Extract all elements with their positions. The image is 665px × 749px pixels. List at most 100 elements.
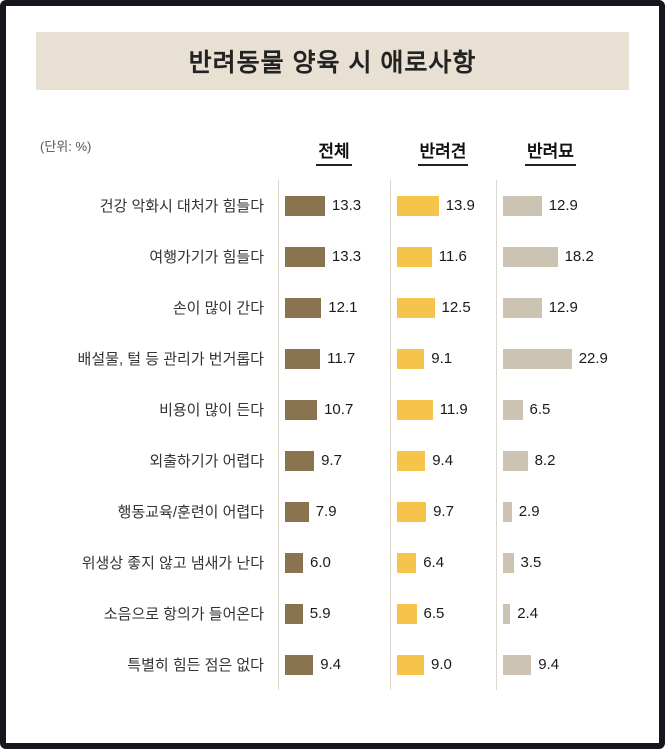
bar-value: 3.5 [520,554,542,571]
bar-반려견 [397,552,417,573]
bar-cell-전체: 13.3 [278,231,390,282]
bar-반려견 [397,195,439,216]
bar-cell-반려견: 11.9 [390,384,496,435]
column-header-dog-label: 반려견 [417,142,469,166]
bar-cell-반려묘: 2.4 [496,588,639,639]
bar-반려묘 [503,195,542,216]
bar-value: 12.9 [548,299,578,316]
chart-row: 손이 많이 간다 12.1 12.5 12.9 [26,282,639,333]
bar-value: 9.4 [432,452,454,469]
chart-row: 배설물, 털 등 관리가 번거롭다 11.7 9.1 22.9 [26,333,639,384]
bar-value: 12.1 [328,299,358,316]
category-label: 배설물, 털 등 관리가 번거롭다 [77,351,264,368]
chart-row: 여행가기가 힘들다 13.3 11.6 18.2 [26,231,639,282]
bar-반려견 [397,450,426,471]
bar-value: 6.4 [423,554,445,571]
category-label: 소음으로 항의가 들어온다 [103,606,264,623]
bar-cell-전체: 7.9 [278,486,390,537]
bar-value: 13.3 [331,197,362,214]
bar-반려묘 [503,501,512,522]
bar-cell-반려견: 11.6 [390,231,496,282]
category-label: 건강 악화시 대처가 힘들다 [99,198,264,215]
bar-cell-반려묘: 6.5 [496,384,639,435]
bar-cell-반려묘: 12.9 [496,282,639,333]
bar-전체 [285,246,325,267]
chart-row: 소음으로 항의가 들어온다 5.9 6.5 2.4 [26,588,639,639]
bar-cell-전체: 13.3 [278,180,390,231]
bar-value: 6.5 [423,605,445,622]
bar-value: 22.9 [578,350,608,367]
category-label: 손이 많이 간다 [172,300,264,317]
bar-value: 2.9 [518,503,540,520]
category-label: 비용이 많이 든다 [159,402,264,419]
bar-cell-전체: 6.0 [278,537,390,588]
chart-row: 특별히 힘든 점은 없다 9.4 9.0 9.4 [26,639,639,690]
category-label: 특별히 힘든 점은 없다 [127,657,264,674]
bar-전체 [285,501,309,522]
bar-반려견 [397,501,427,522]
bar-cell-전체: 5.9 [278,588,390,639]
bar-value: 5.9 [309,605,331,622]
bar-value: 12.9 [548,197,578,214]
bar-value: 9.7 [321,452,342,469]
category-label: 외출하기가 어렵다 [149,453,264,470]
bar-전체 [285,603,303,624]
bar-반려묘 [503,297,542,318]
bar-cell-반려묘: 8.2 [496,435,639,486]
bar-cell-반려견: 12.5 [390,282,496,333]
bar-반려묘 [503,399,523,420]
bar-cell-반려묘: 9.4 [496,639,639,690]
category-label: 위생상 좋지 않고 냄새가 난다 [81,555,264,572]
bar-cell-전체: 9.7 [278,435,390,486]
bar-cell-반려견: 6.4 [390,537,496,588]
bar-value: 11.6 [438,248,467,265]
bar-반려묘 [503,450,528,471]
chart-row: 건강 악화시 대처가 힘들다 13.3 13.9 12.9 [26,180,639,231]
bar-cell-반려견: 9.0 [390,639,496,690]
chart-row: 외출하기가 어렵다 9.7 9.4 8.2 [26,435,639,486]
bar-value: 9.7 [433,503,454,520]
bar-반려묘 [503,654,532,675]
bar-value: 11.7 [327,350,356,367]
bar-value: 7.9 [315,503,337,520]
category-label: 여행가기가 힘들다 [149,249,264,266]
unit-label: (단위: %) [40,138,92,154]
chart-row: 위생상 좋지 않고 냄새가 난다 6.0 6.4 3.5 [26,537,639,588]
bar-전체 [285,654,314,675]
bar-value: 9.4 [538,656,560,673]
bar-cell-전체: 11.7 [278,333,390,384]
bar-cell-반려견: 9.4 [390,435,496,486]
bar-전체 [285,348,321,369]
bar-cell-전체: 9.4 [278,639,390,690]
bar-value: 2.4 [517,605,539,622]
bar-반려묘 [503,603,511,624]
bar-cell-전체: 10.7 [278,384,390,435]
chart-row: 비용이 많이 든다 10.7 11.9 6.5 [26,384,639,435]
bar-value: 9.4 [320,656,342,673]
bar-cell-반려묘: 22.9 [496,333,639,384]
column-header-dog: 반려견 [390,137,496,166]
title-banner: 반려동물 양육 시 애로사항 [36,32,629,90]
bar-전체 [285,450,315,471]
column-header-total: 전체 [278,137,390,166]
chart-row: 행동교육/훈련이 어렵다 7.9 9.7 2.9 [26,486,639,537]
bar-cell-반려견: 9.7 [390,486,496,537]
bar-반려견 [397,603,417,624]
bar-value: 18.2 [564,248,594,265]
bar-반려묘 [503,552,514,573]
column-header-cat: 반려묘 [496,137,639,166]
bar-cell-반려묘: 18.2 [496,231,639,282]
bar-cell-반려묘: 2.9 [496,486,639,537]
bar-cell-전체: 12.1 [278,282,390,333]
bar-value: 9.1 [431,350,453,367]
bar-value: 6.5 [529,401,551,418]
bar-전체 [285,399,318,420]
bar-반려묘 [503,348,572,369]
bar-value: 13.9 [445,197,475,214]
bar-value: 6.0 [310,554,331,571]
bar-전체 [285,552,303,573]
column-header-cat-label: 반려묘 [525,142,576,166]
bar-value: 12.5 [441,299,471,316]
bar-전체 [285,297,322,318]
